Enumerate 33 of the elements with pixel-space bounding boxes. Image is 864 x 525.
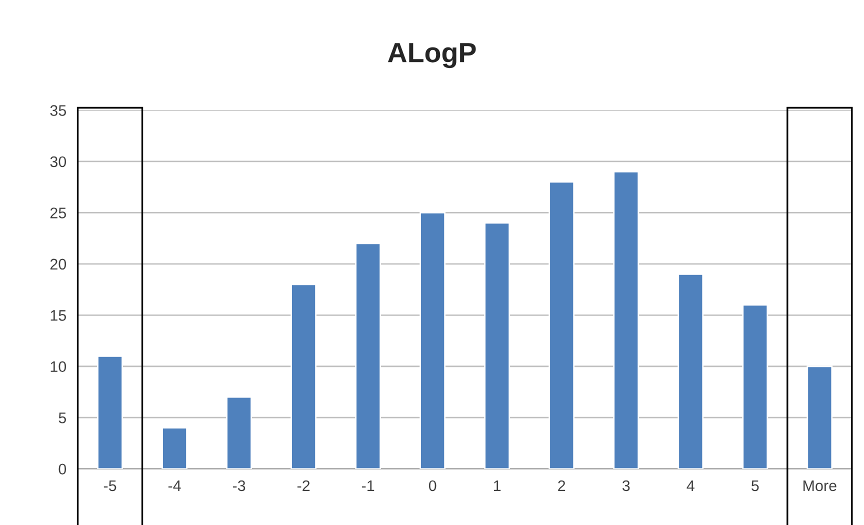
bar [484, 222, 510, 469]
x-tick-label: -1 [362, 480, 374, 492]
bar [548, 181, 575, 469]
y-tick-label: 5 [58, 412, 66, 424]
y-tick-label: 10 [50, 361, 66, 372]
bar [678, 273, 704, 469]
x-tick-label: More [804, 480, 836, 492]
bar [806, 366, 833, 469]
bar [162, 427, 188, 469]
x-tick-label: -4 [168, 480, 181, 492]
bar [420, 212, 446, 469]
x-tick-label: 5 [752, 480, 759, 492]
x-tick-label: -5 [104, 480, 116, 492]
x-tick-label: 4 [686, 480, 694, 492]
bar [355, 242, 382, 469]
x-tick-label: 1 [494, 480, 501, 492]
x-tick-label: 0 [428, 480, 436, 492]
x-tick-label: 2 [558, 480, 566, 492]
bar [226, 396, 252, 469]
y-tick-label: 20 [50, 258, 66, 270]
y-tick-label: 15 [50, 310, 66, 321]
chart-title: ALogP [388, 43, 476, 68]
y-tick-label: 30 [50, 156, 66, 168]
y-tick-label: 25 [50, 208, 66, 218]
bar [290, 284, 317, 469]
x-tick-label: -2 [297, 480, 310, 492]
x-tick-label: -3 [232, 480, 246, 492]
y-tick-label: 35 [50, 105, 66, 116]
y-tick-label: 0 [58, 464, 66, 475]
x-tick-label: 3 [622, 480, 630, 492]
bar [97, 355, 123, 469]
bar [613, 171, 640, 469]
bar [742, 304, 768, 469]
